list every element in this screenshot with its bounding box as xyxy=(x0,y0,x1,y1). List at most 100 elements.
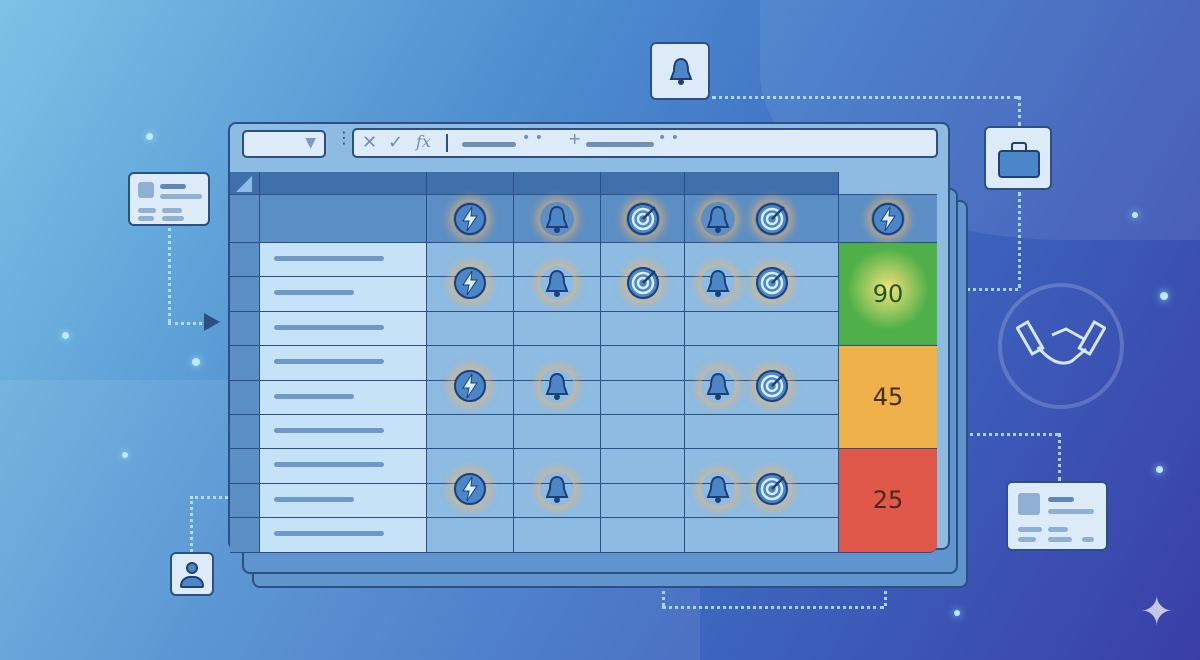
header-cell[interactable] xyxy=(514,172,601,195)
row-label-placeholder xyxy=(274,428,384,433)
cell[interactable] xyxy=(601,449,685,484)
connector xyxy=(1058,433,1061,481)
user-icon xyxy=(170,552,214,596)
score-cell[interactable]: 90 xyxy=(839,243,937,347)
sparkle-dot xyxy=(146,133,153,140)
connector xyxy=(168,322,208,325)
cell[interactable] xyxy=(601,518,685,553)
cell[interactable] xyxy=(514,518,601,553)
bolt-icon xyxy=(453,202,487,236)
cell[interactable] xyxy=(230,243,260,278)
bell-icon xyxy=(650,42,710,100)
cell[interactable] xyxy=(230,346,260,381)
target-icon xyxy=(755,202,789,236)
sparkle-dot xyxy=(1160,292,1168,300)
contact-card-icon xyxy=(1006,481,1108,551)
check-icon[interactable]: ✓ xyxy=(388,132,404,153)
row-label-placeholder xyxy=(274,393,354,399)
bolt-icon xyxy=(871,202,905,236)
cell[interactable] xyxy=(685,311,839,347)
connector xyxy=(970,433,1058,436)
bell-icon xyxy=(540,266,574,300)
formula-divider: ⋮ xyxy=(336,128,352,147)
cell[interactable] xyxy=(685,518,839,553)
text-cursor xyxy=(446,134,448,152)
sparkle-icon: ✦ xyxy=(1140,589,1174,635)
name-box[interactable]: ▼ xyxy=(242,130,326,158)
target-icon xyxy=(626,202,660,236)
row-label-placeholder xyxy=(274,496,354,502)
header-cell[interactable] xyxy=(685,172,839,195)
chevron-down-icon[interactable]: ▼ xyxy=(305,135,316,151)
bolt-icon xyxy=(453,369,487,403)
cell[interactable] xyxy=(230,415,260,450)
row-label-placeholder xyxy=(274,359,384,365)
connector xyxy=(190,496,228,499)
cell[interactable] xyxy=(427,518,514,553)
row-label-placeholder xyxy=(274,462,384,468)
connector xyxy=(1018,192,1021,288)
sparkle-dot xyxy=(1132,212,1138,218)
header-cell[interactable] xyxy=(601,172,685,195)
bolt-icon xyxy=(453,266,487,300)
cell[interactable] xyxy=(427,311,514,347)
sparkle-dot xyxy=(62,332,69,339)
arrow-icon xyxy=(204,313,220,331)
bell-icon xyxy=(701,202,735,236)
target-icon xyxy=(755,266,789,300)
cell[interactable] xyxy=(601,346,685,381)
connector xyxy=(920,288,1018,291)
formula-token xyxy=(586,142,654,147)
cell[interactable] xyxy=(514,415,601,450)
spreadsheet-window: ▼ ⋮ ✕ ✓ fx • • + • • 90 45 25 xyxy=(228,122,950,553)
cell[interactable] xyxy=(601,415,685,450)
bell-icon xyxy=(540,369,574,403)
cell[interactable] xyxy=(230,449,260,484)
bell-icon xyxy=(701,266,735,300)
cell[interactable] xyxy=(230,311,260,347)
cell[interactable] xyxy=(601,380,685,415)
fx-icon[interactable]: fx xyxy=(416,132,431,151)
briefcase-icon xyxy=(984,126,1052,190)
row-label-placeholder xyxy=(274,324,384,330)
formula-bar[interactable]: ✕ ✓ fx • • + • • xyxy=(352,128,938,158)
cell[interactable] xyxy=(601,311,685,347)
formula-dots: • • xyxy=(522,130,543,146)
connector xyxy=(190,496,193,552)
header-cell[interactable] xyxy=(427,195,514,243)
connector xyxy=(662,606,884,609)
cell[interactable] xyxy=(230,277,260,312)
header-cell[interactable] xyxy=(260,172,427,195)
plus-icon: + xyxy=(568,129,582,148)
contact-card-icon xyxy=(128,172,210,226)
score-header-cell[interactable] xyxy=(839,172,937,195)
cell[interactable] xyxy=(685,415,839,450)
header-cell[interactable] xyxy=(427,172,514,195)
target-icon xyxy=(755,369,789,403)
row-label-placeholder xyxy=(274,290,354,296)
formula-dots: • • xyxy=(658,130,679,146)
cell[interactable] xyxy=(514,311,601,347)
cell[interactable] xyxy=(230,483,260,519)
header-cell[interactable] xyxy=(260,195,427,243)
connector xyxy=(712,96,1018,99)
bell-icon xyxy=(540,202,574,236)
connector xyxy=(168,228,171,322)
score-cell[interactable]: 25 xyxy=(839,449,937,553)
select-all-corner[interactable] xyxy=(236,176,252,192)
score-cell[interactable]: 45 xyxy=(839,346,937,450)
header-cell[interactable] xyxy=(230,195,260,243)
bell-icon xyxy=(701,369,735,403)
sparkle-dot xyxy=(1156,466,1163,473)
sparkle-dot xyxy=(122,452,128,458)
sparkle-dot xyxy=(192,358,200,366)
spreadsheet-grid: 90 45 25 xyxy=(230,172,938,554)
handshake-icon xyxy=(998,283,1124,409)
row-label-placeholder xyxy=(274,531,384,537)
cell[interactable] xyxy=(601,483,685,519)
row-label-placeholder xyxy=(274,256,384,261)
x-icon[interactable]: ✕ xyxy=(362,132,378,153)
cell[interactable] xyxy=(427,415,514,450)
cell[interactable] xyxy=(230,380,260,415)
cell[interactable] xyxy=(230,518,260,553)
